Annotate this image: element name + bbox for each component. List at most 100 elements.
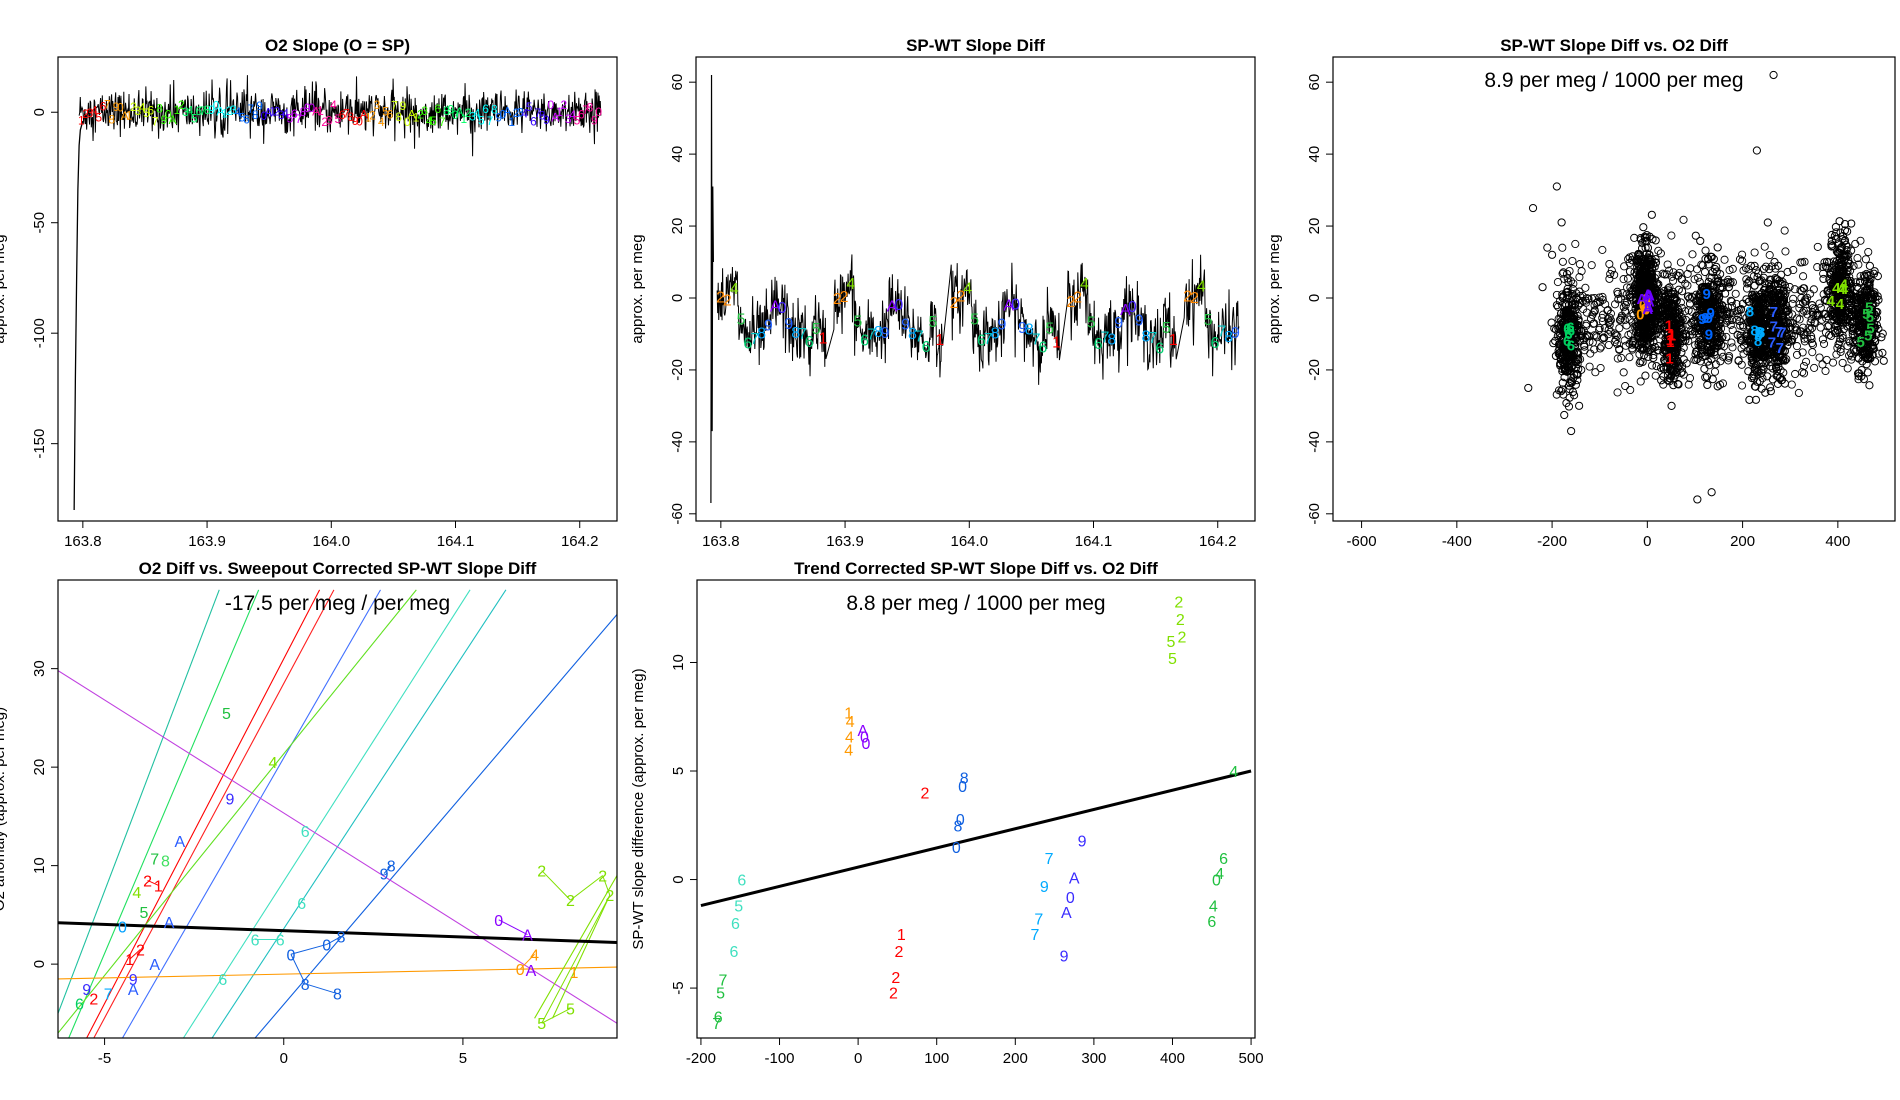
y-tick-label: 10 bbox=[670, 654, 687, 671]
fit-line bbox=[700, 769, 1252, 908]
cycle-label: 4 bbox=[1080, 276, 1089, 293]
x-tick-label: 164.1 bbox=[1075, 533, 1113, 550]
y-tick-label: 0 bbox=[31, 108, 48, 116]
scatter-point bbox=[1865, 381, 1874, 390]
cycle-label: 7 bbox=[582, 103, 589, 117]
cycle-label: 2 bbox=[716, 289, 725, 306]
point-label: 5 bbox=[566, 1001, 575, 1018]
point-label: 2 bbox=[143, 873, 152, 890]
scatter-point bbox=[1770, 320, 1780, 329]
point-label: 2 bbox=[1174, 595, 1183, 612]
point-label: 5 bbox=[537, 1016, 546, 1033]
scatter-point bbox=[1737, 344, 1746, 353]
point-label: 6 bbox=[737, 873, 746, 890]
point-label: 2 bbox=[1176, 612, 1185, 629]
scatter-point bbox=[1656, 249, 1665, 258]
x-tick-label: -600 bbox=[1347, 533, 1377, 550]
scatter-point bbox=[1625, 315, 1634, 324]
scatter-point bbox=[1776, 293, 1785, 302]
scatter-point bbox=[1658, 305, 1667, 314]
cycle-label: 3 bbox=[134, 104, 141, 118]
plot-frame bbox=[695, 56, 1256, 522]
scatter-point bbox=[1640, 267, 1649, 276]
y-tick-label: 10 bbox=[31, 857, 48, 874]
scatter-point bbox=[1772, 366, 1782, 375]
scatter-point bbox=[1703, 380, 1712, 390]
scatter-point bbox=[1596, 344, 1605, 353]
cycle-label: 5 bbox=[334, 112, 341, 126]
point-label: 8 bbox=[387, 859, 396, 876]
scatter-point bbox=[1566, 379, 1575, 388]
x-tick-label: 400 bbox=[1160, 1050, 1185, 1067]
scatter-point bbox=[1782, 286, 1791, 295]
scatter-point bbox=[1827, 242, 1836, 251]
scatter-point bbox=[1620, 336, 1629, 345]
scatter-point bbox=[1560, 334, 1569, 343]
cycle-label: A bbox=[770, 298, 781, 315]
point-label: 2 bbox=[136, 942, 145, 959]
scatter-point bbox=[1596, 363, 1605, 373]
scatter-point bbox=[1591, 368, 1600, 377]
cycle-label: A bbox=[216, 105, 224, 119]
scatter-point bbox=[1781, 301, 1791, 310]
scatter-point bbox=[1667, 348, 1676, 358]
scatter-point bbox=[1551, 351, 1561, 361]
scatter-point bbox=[1759, 264, 1769, 273]
point-label: 0 bbox=[286, 947, 295, 964]
scatter-point bbox=[1798, 348, 1807, 357]
cycle-label: 5 bbox=[970, 312, 979, 329]
scatter-point bbox=[1701, 301, 1710, 311]
point-label: 9 bbox=[1060, 949, 1069, 966]
scatter-point bbox=[1847, 299, 1856, 308]
cycle-label: 7 bbox=[152, 114, 159, 128]
scatter-point bbox=[1628, 256, 1637, 265]
scatter-point bbox=[1613, 388, 1622, 397]
cycle-label: 2 bbox=[82, 107, 89, 121]
scatter-point bbox=[1738, 381, 1747, 390]
scatter-point bbox=[1802, 306, 1811, 315]
cycle-label: 0 bbox=[404, 115, 411, 129]
y-axis-label: approx. per meg bbox=[0, 234, 8, 343]
scatter-point bbox=[1558, 385, 1567, 394]
scatter-point bbox=[1777, 376, 1786, 385]
scatter-point bbox=[1755, 277, 1764, 286]
scatter-point bbox=[1700, 267, 1710, 277]
scatter-point bbox=[1809, 285, 1818, 294]
point-label: 2 bbox=[89, 992, 98, 1009]
scatter-point bbox=[1772, 306, 1781, 315]
scatter-point bbox=[1750, 363, 1760, 372]
point-label: 0 bbox=[322, 937, 331, 954]
scatter-point bbox=[1811, 319, 1820, 328]
scatter-point bbox=[1755, 377, 1764, 386]
scatter-point bbox=[1575, 336, 1585, 345]
cycle-label: 5 bbox=[287, 112, 294, 126]
scatter-point bbox=[1663, 260, 1672, 269]
chart-panel-2: 22456789A098765122456789A098765122456789… bbox=[629, 36, 1256, 550]
scatter-point bbox=[1571, 239, 1580, 249]
scatter-point bbox=[1613, 354, 1622, 363]
y-tick-label: -150 bbox=[31, 429, 48, 459]
scatter-point bbox=[1573, 370, 1582, 379]
cycle-label: 2 bbox=[723, 293, 732, 310]
cycle-label: 8 bbox=[874, 324, 883, 341]
scatter-point bbox=[1764, 279, 1774, 288]
scatter-point bbox=[1792, 314, 1802, 323]
scatter-point bbox=[1667, 231, 1676, 240]
scatter-point bbox=[1831, 222, 1841, 232]
point-label: 0 bbox=[862, 736, 871, 753]
cycle-label: 4 bbox=[234, 105, 241, 119]
scatter-point bbox=[1704, 343, 1713, 352]
scatter-point bbox=[1760, 352, 1769, 361]
cycle-label: 0 bbox=[1011, 296, 1020, 313]
y-tick-label: 40 bbox=[1306, 146, 1323, 163]
slope-annotation: 8.9 per meg / 1000 per meg bbox=[1484, 69, 1743, 92]
cycle-label: 5 bbox=[812, 321, 821, 338]
outlier-point bbox=[1769, 70, 1778, 80]
scatter-point bbox=[1566, 314, 1575, 323]
cluster-label: A bbox=[1642, 301, 1653, 318]
cycle-label: 4 bbox=[847, 276, 856, 293]
scatter-point bbox=[1789, 265, 1798, 275]
scatter-point bbox=[1843, 227, 1852, 236]
scatter-point bbox=[1659, 323, 1669, 332]
